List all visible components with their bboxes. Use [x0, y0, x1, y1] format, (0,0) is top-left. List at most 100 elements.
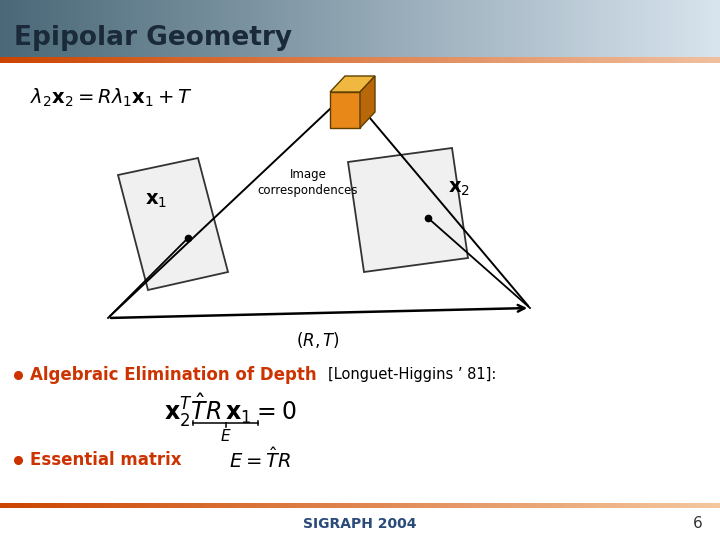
Bar: [385, 0, 390, 58]
Bar: [630, 0, 634, 58]
Bar: [252, 0, 256, 58]
Bar: [310, 503, 314, 508]
Bar: [97, 57, 102, 63]
Bar: [472, 503, 476, 508]
Bar: [252, 503, 256, 508]
Bar: [266, 503, 271, 508]
Bar: [194, 0, 199, 58]
Bar: [421, 57, 426, 63]
Bar: [583, 57, 588, 63]
Bar: [115, 57, 120, 63]
Bar: [518, 0, 523, 58]
Bar: [122, 57, 127, 63]
Bar: [86, 57, 91, 63]
Bar: [331, 503, 336, 508]
Bar: [90, 503, 94, 508]
Bar: [522, 0, 526, 58]
Bar: [180, 0, 184, 58]
Bar: [644, 503, 649, 508]
Bar: [666, 0, 670, 58]
Bar: [328, 503, 332, 508]
Bar: [522, 503, 526, 508]
Bar: [547, 503, 552, 508]
Bar: [216, 57, 220, 63]
Bar: [594, 57, 598, 63]
Bar: [162, 0, 166, 58]
Bar: [637, 0, 642, 58]
Bar: [259, 503, 264, 508]
Bar: [612, 57, 616, 63]
Bar: [482, 57, 487, 63]
Bar: [101, 503, 105, 508]
Bar: [58, 57, 62, 63]
Bar: [688, 0, 692, 58]
Bar: [587, 57, 591, 63]
Bar: [407, 503, 411, 508]
Bar: [76, 57, 80, 63]
Bar: [68, 57, 73, 63]
Bar: [673, 0, 678, 58]
Bar: [425, 57, 429, 63]
Bar: [338, 57, 343, 63]
Bar: [187, 57, 192, 63]
Bar: [302, 57, 307, 63]
Bar: [295, 57, 300, 63]
Bar: [169, 503, 174, 508]
Bar: [457, 0, 462, 58]
Bar: [158, 0, 163, 58]
Bar: [468, 0, 472, 58]
Bar: [130, 57, 134, 63]
Bar: [191, 57, 195, 63]
Bar: [608, 503, 613, 508]
Bar: [436, 503, 440, 508]
Bar: [497, 57, 501, 63]
Bar: [691, 57, 696, 63]
Bar: [324, 0, 328, 58]
Bar: [101, 0, 105, 58]
Bar: [310, 0, 314, 58]
Bar: [562, 0, 566, 58]
Bar: [684, 503, 688, 508]
Bar: [266, 0, 271, 58]
Bar: [547, 0, 552, 58]
Bar: [677, 0, 681, 58]
Text: Image
correspondences: Image correspondences: [258, 168, 359, 197]
Bar: [626, 57, 631, 63]
Bar: [14, 0, 19, 58]
Bar: [36, 57, 40, 63]
Bar: [590, 57, 595, 63]
Bar: [50, 503, 55, 508]
Bar: [670, 57, 674, 63]
Bar: [54, 57, 58, 63]
Bar: [169, 57, 174, 63]
Bar: [698, 0, 703, 58]
Bar: [648, 0, 652, 58]
Bar: [695, 0, 699, 58]
Bar: [698, 503, 703, 508]
Bar: [677, 57, 681, 63]
Bar: [86, 0, 91, 58]
Bar: [119, 0, 123, 58]
Bar: [619, 503, 624, 508]
Bar: [205, 0, 210, 58]
Bar: [634, 503, 638, 508]
Bar: [256, 57, 260, 63]
Text: Algebraic Elimination of Depth: Algebraic Elimination of Depth: [30, 366, 317, 384]
Bar: [50, 57, 55, 63]
Bar: [389, 57, 393, 63]
Bar: [245, 503, 249, 508]
Bar: [79, 57, 84, 63]
Bar: [288, 503, 292, 508]
Bar: [299, 0, 303, 58]
Polygon shape: [348, 148, 468, 272]
Bar: [364, 57, 368, 63]
Bar: [475, 0, 480, 58]
Bar: [317, 57, 321, 63]
Bar: [418, 57, 422, 63]
Bar: [209, 503, 213, 508]
Bar: [187, 0, 192, 58]
Bar: [623, 503, 627, 508]
Bar: [706, 503, 710, 508]
Bar: [569, 503, 573, 508]
Bar: [569, 0, 573, 58]
